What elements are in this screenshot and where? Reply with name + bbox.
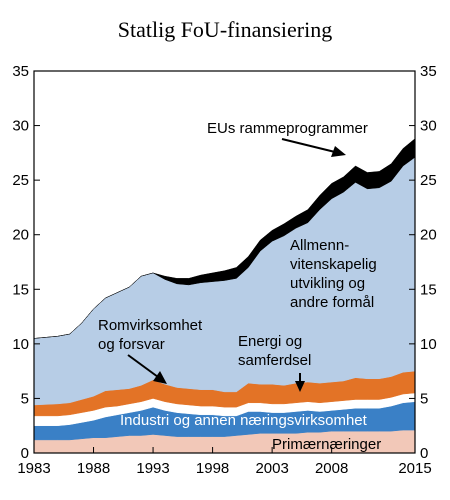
- label-industri: Industri og annen næringsvirksomhet: [120, 412, 368, 429]
- y-tick-right-label: 0: [420, 445, 428, 462]
- y-tick-right-label: 5: [420, 390, 428, 407]
- label-allmenn-1: Allmenn-: [290, 237, 349, 254]
- x-tick-label: 2015: [398, 460, 431, 477]
- label-rom-1: Romvirksomhet: [98, 317, 203, 334]
- series-annotations: EUs rammeprogrammer Allmenn- vitenskapel…: [98, 120, 381, 453]
- x-tick-label: 1983: [17, 460, 50, 477]
- x-tick-label: 1998: [196, 460, 229, 477]
- eu-arrow-head: [331, 146, 346, 157]
- y-tick-left-label: 10: [12, 336, 29, 353]
- x-axis: 1983 1988 1993 1998 2003 2008 2015: [17, 447, 432, 477]
- y-tick-left-label: 5: [21, 390, 29, 407]
- y-tick-right-label: 10: [420, 336, 437, 353]
- y-tick-left-label: 0: [21, 445, 29, 462]
- label-allmenn-3: utvikling og: [290, 275, 365, 292]
- eu-arrow-line: [281, 138, 336, 153]
- y-tick-left-label: 30: [12, 118, 29, 135]
- y-tick-right-label: 20: [420, 227, 437, 244]
- y-axis-right: 0 5 10 15 20 25 30 35: [409, 63, 437, 462]
- label-primaer: Primærnæringer: [272, 436, 381, 453]
- label-energi-2: samferdsel: [238, 352, 311, 369]
- y-tick-left-label: 35: [12, 63, 29, 80]
- plot-frame: [33, 70, 416, 454]
- plot-border: [33, 70, 416, 454]
- label-rom-2: og forsvar: [98, 336, 165, 353]
- y-axis-left: 0 5 10 15 20 25 30 35: [12, 63, 40, 462]
- label-allmenn-2: vitenskapelig: [290, 256, 377, 273]
- rom-arrow-head: [153, 371, 167, 384]
- label-energi-1: Energi og: [238, 333, 302, 350]
- y-tick-right-label: 15: [420, 281, 437, 298]
- y-tick-right-label: 35: [420, 63, 437, 80]
- y-tick-left-label: 25: [12, 172, 29, 189]
- energi-arrow-head: [295, 381, 305, 392]
- y-tick-right-label: 30: [420, 118, 437, 135]
- area-layers: [33, 138, 416, 454]
- y-tick-left-label: 20: [12, 227, 29, 244]
- y-tick-right-label: 25: [420, 172, 437, 189]
- x-tick-label: 2003: [255, 460, 288, 477]
- x-tick-label: 2008: [315, 460, 348, 477]
- x-tick-label: 1993: [136, 460, 169, 477]
- rom-arrow-line: [127, 354, 159, 378]
- x-tick-label: 1988: [77, 460, 110, 477]
- label-allmenn-4: andre formål: [290, 294, 374, 311]
- y-tick-left-label: 15: [12, 281, 29, 298]
- chart-title: Statlig FoU-finansiering: [118, 17, 332, 42]
- label-eu: EUs rammeprogrammer: [207, 120, 368, 137]
